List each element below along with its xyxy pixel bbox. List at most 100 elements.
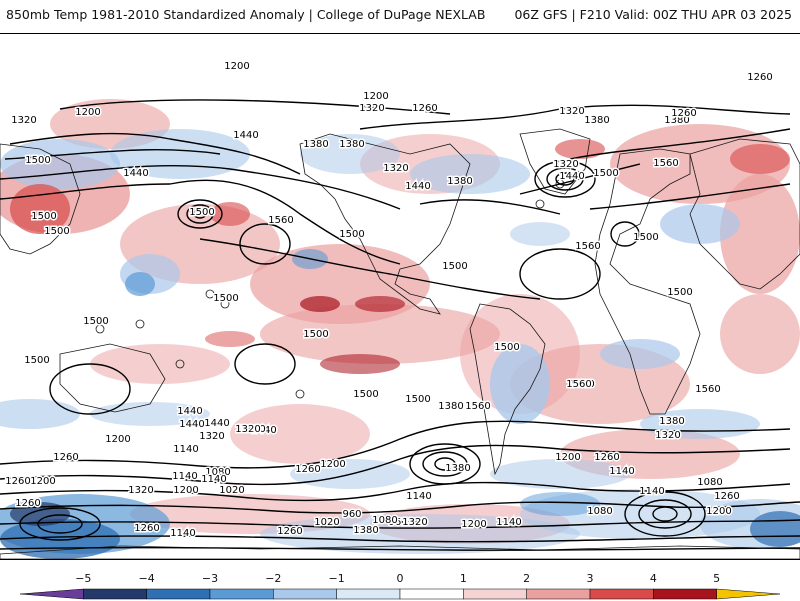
- contour-label: 1200: [30, 476, 55, 487]
- closed-contour: [422, 451, 468, 477]
- colorbar-tick-label: 2: [523, 572, 531, 585]
- contour-label: 1440: [123, 168, 148, 179]
- colorbar-segment: [273, 588, 337, 600]
- island-outline: [220, 299, 230, 309]
- anomaly-patch: [300, 296, 340, 312]
- contour-label: 1500: [303, 329, 328, 340]
- closed-contour: [19, 507, 101, 541]
- contour-label: 1140: [496, 517, 521, 528]
- height-contour: [0, 501, 800, 514]
- contour-label: 1080: [587, 506, 612, 517]
- contour-label: 1440: [405, 181, 430, 192]
- contour-label: 1380: [339, 139, 364, 150]
- contour-label: 1200: [555, 452, 580, 463]
- map-panel[interactable]: 1200 1200 1260 1320 1200 1260 1320 1380 1320 1380…: [0, 33, 800, 560]
- contour-label: 1320: [402, 517, 427, 528]
- contour-label: 1500: [353, 389, 378, 400]
- header: 850mb Temp 1981-2010 Standardized Anomal…: [0, 0, 800, 30]
- contour-label: 1560: [575, 241, 600, 252]
- anomaly-patch: [355, 296, 405, 312]
- contour-label: 1500: [213, 293, 238, 304]
- contour-label: 1440: [204, 418, 229, 429]
- contour-label: 1320: [11, 115, 36, 126]
- closed-contour: [610, 221, 640, 247]
- contour-label: 1380: [445, 463, 470, 474]
- colorbar-tick-label: 5: [713, 572, 721, 585]
- colorbar-segment: [463, 588, 527, 600]
- height-contour: [0, 444, 791, 486]
- contour-label: 1140: [609, 466, 634, 477]
- island-outline: [175, 359, 185, 369]
- coastline: [469, 303, 546, 476]
- closed-contour: [49, 363, 131, 415]
- height-contour: [0, 481, 791, 502]
- contour-label: 1440: [559, 171, 584, 182]
- contour-label: 1320: [559, 106, 584, 117]
- closed-contour: [239, 223, 291, 265]
- contour-label: 1140: [639, 486, 664, 497]
- contour-label: 1500: [633, 232, 658, 243]
- closed-contour: [37, 514, 83, 534]
- contour-label: 1140: [170, 528, 195, 539]
- contour-label: 1140: [173, 444, 198, 455]
- contour-label: 1260: [412, 103, 437, 114]
- coastline: [689, 138, 800, 290]
- closed-contour: [434, 457, 456, 471]
- height-contour: [0, 547, 800, 551]
- contour-label: 1200: [75, 107, 100, 118]
- contour-label: 1320: [655, 430, 680, 441]
- colorbar-segment: [336, 588, 401, 600]
- height-contour: [519, 163, 641, 195]
- contour-label: 1260: [714, 491, 739, 502]
- contour-label: 1200: [320, 459, 345, 470]
- anomaly-patch: [490, 344, 550, 424]
- height-contour: [0, 535, 800, 543]
- contour-label: 1260: [295, 464, 320, 475]
- height-contour: [419, 199, 561, 215]
- colorbar-arrow-high: [716, 588, 781, 600]
- closed-contour: [652, 506, 678, 522]
- contour-label: 1560: [566, 379, 591, 390]
- anomaly-patch: [730, 144, 790, 174]
- colorbar-ramp: [19, 588, 781, 600]
- island-outline: [535, 199, 545, 209]
- contour-label: 1200: [461, 519, 486, 530]
- height-contour: [569, 128, 791, 160]
- colorbar-segment: [589, 588, 654, 600]
- contour-label: 1500: [31, 211, 56, 222]
- closed-contour: [186, 204, 214, 224]
- anomaly-patch: [260, 304, 500, 364]
- contour-label: 1320: [553, 159, 578, 170]
- colorbar-tick-label: −5: [75, 572, 92, 585]
- contour-label: 1260: [747, 72, 772, 83]
- anomaly-patch: [510, 222, 570, 246]
- colorbar-tick-label: −4: [138, 572, 155, 585]
- contour-label: 1380: [584, 115, 609, 126]
- coastline: [519, 128, 591, 195]
- colorbar-tick-label: 3: [586, 572, 594, 585]
- closed-contour: [177, 199, 223, 229]
- anomaly-patch: [555, 139, 605, 159]
- anomaly-patch: [90, 344, 230, 384]
- contour-label: 1320: [235, 424, 260, 435]
- contour-label: 1080: [372, 515, 397, 526]
- coastline: [0, 143, 81, 255]
- contour-label: 1140: [406, 491, 431, 502]
- contour-label: 1200: [105, 434, 130, 445]
- height-contour: [59, 99, 451, 115]
- colorbar-segment: [526, 588, 591, 600]
- closed-contour: [624, 491, 706, 537]
- anomaly-patch: [260, 514, 580, 554]
- contour-label: 1200: [706, 506, 731, 517]
- contour-label: 1140: [201, 474, 226, 485]
- height-contour: [4, 149, 221, 160]
- contour-label: 1380: [659, 416, 684, 427]
- closed-contour: [519, 248, 601, 300]
- contour-label: 1440: [177, 406, 202, 417]
- contour-label: 1560: [695, 384, 720, 395]
- contour-label: 1260: [277, 526, 302, 537]
- contour-label: 1020: [219, 485, 244, 496]
- island-outline: [555, 179, 565, 189]
- anomaly-patch: [490, 459, 630, 489]
